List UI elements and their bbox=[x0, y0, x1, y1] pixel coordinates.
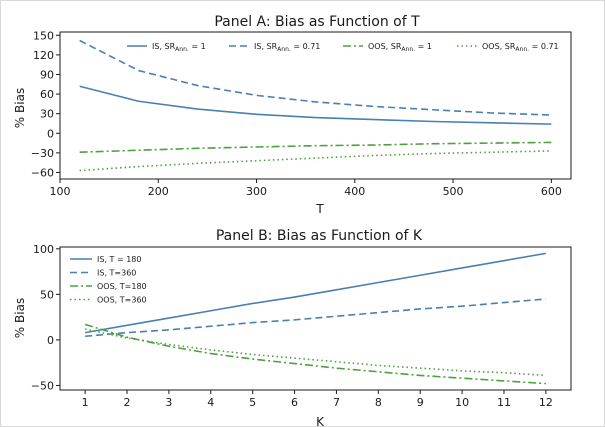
panel-b: Panel B: Bias as Function of K K % Bias … bbox=[13, 228, 572, 427]
x-tick-label: 4 bbox=[207, 396, 214, 409]
panel-a-ylabel: % Bias bbox=[13, 88, 27, 128]
x-tick-label: 100 bbox=[50, 185, 71, 198]
panel-a: Panel A: Bias as Function of T T % Bias … bbox=[13, 14, 572, 216]
series-line-1-2 bbox=[84, 323, 546, 385]
panel-b-xlabel: K bbox=[316, 415, 325, 427]
legend-label: IS, SRAnn. = 1 bbox=[152, 42, 206, 53]
x-tick-label: 12 bbox=[539, 396, 553, 409]
y-tick-label: −30 bbox=[31, 147, 54, 160]
x-tick-label: 600 bbox=[541, 185, 562, 198]
axes-frame bbox=[59, 31, 572, 180]
legend-label: IS, T=360 bbox=[97, 269, 136, 278]
axes-frame bbox=[59, 246, 572, 391]
x-tick-label: 11 bbox=[497, 396, 511, 409]
panel-a-xlabel: T bbox=[315, 202, 324, 216]
legend-label: OOS, T=180 bbox=[97, 282, 147, 291]
legend-label: IS, SRAnn. = 0.71 bbox=[254, 42, 320, 53]
y-tick-label: 50 bbox=[40, 288, 54, 301]
x-tick-label: 3 bbox=[165, 396, 172, 409]
panel-a-legend: IS, SRAnn. = 1 IS, SRAnn. = 0.71 OOS, SRAn… bbox=[127, 42, 559, 53]
x-tick-label: 200 bbox=[148, 185, 169, 198]
panel-b-ylabel: % Bias bbox=[13, 298, 27, 338]
x-tick-label: 500 bbox=[443, 185, 464, 198]
x-tick-label: 7 bbox=[333, 396, 340, 409]
y-tick-label: 60 bbox=[40, 88, 54, 101]
panel-b-title: Panel B: Bias as Function of K bbox=[216, 228, 423, 244]
y-tick-label: −50 bbox=[31, 379, 54, 392]
x-tick-label: 5 bbox=[249, 396, 256, 409]
series-line-1-0 bbox=[84, 252, 547, 334]
x-tick-label: 300 bbox=[246, 185, 267, 198]
x-tick-label: 2 bbox=[124, 396, 131, 409]
x-tick-label: 10 bbox=[455, 396, 469, 409]
x-tick-label: 9 bbox=[417, 396, 424, 409]
legend-label: OOS, T=360 bbox=[97, 296, 147, 305]
x-tick-label: 6 bbox=[291, 396, 298, 409]
x-tick-label: 8 bbox=[375, 396, 382, 409]
y-tick-label: 100 bbox=[33, 243, 54, 256]
series-line-0-0 bbox=[79, 85, 552, 125]
legend-label: OOS, SRAnn. = 1 bbox=[368, 42, 432, 53]
x-tick-label: 400 bbox=[344, 185, 365, 198]
legend-label: IS, T = 180 bbox=[97, 255, 141, 264]
legend-label: OOS, SRAnn. = 0.71 bbox=[482, 42, 559, 53]
y-tick-label: 30 bbox=[40, 108, 54, 121]
panel-a-title: Panel A: Bias as Function of T bbox=[214, 14, 420, 30]
y-tick-label: 150 bbox=[33, 29, 54, 42]
series-line-0-1 bbox=[79, 39, 552, 116]
y-tick-label: 90 bbox=[40, 68, 54, 81]
series-line-1-1 bbox=[85, 298, 546, 338]
panel-a-plot-area: 100 200 300 400 500 600 −60 −30 0 30 60 90 120 150 bbox=[31, 29, 572, 198]
panel-b-legend: IS, T = 180 IS, T=360 OOS, T=180 OOS, T=360 bbox=[70, 255, 147, 305]
y-tick-label: 0 bbox=[47, 334, 54, 347]
y-tick-label: −60 bbox=[31, 166, 54, 179]
series-line-0-2 bbox=[79, 141, 552, 154]
y-tick-label: 120 bbox=[33, 49, 54, 62]
y-tick-label: 0 bbox=[47, 127, 54, 140]
x-tick-label: 1 bbox=[82, 396, 89, 409]
